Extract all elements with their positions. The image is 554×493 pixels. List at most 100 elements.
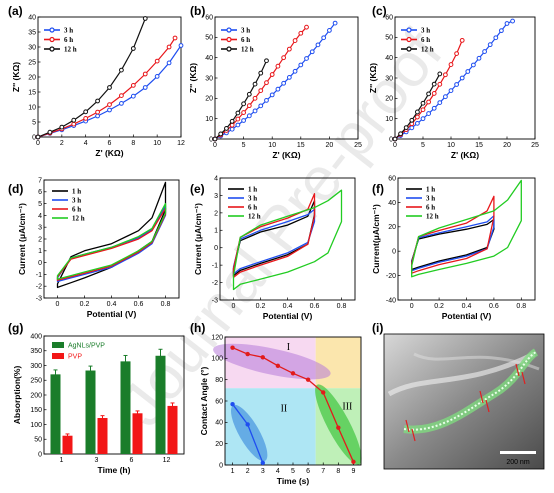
data-point <box>409 117 415 123</box>
thickness-marker <box>411 428 416 442</box>
x-tick-label: 0 <box>56 301 60 308</box>
data-point <box>107 85 112 90</box>
legend-label: 6 h <box>241 36 250 44</box>
series-line <box>37 18 146 138</box>
cv-loop <box>411 179 522 278</box>
y-tick-label: 40 <box>215 420 223 427</box>
legend-label: 1 h <box>426 185 435 193</box>
cv-loop <box>411 218 495 271</box>
bar <box>132 413 143 454</box>
data-point <box>275 363 281 368</box>
data-point <box>130 83 136 88</box>
y-tick-label: 10 <box>205 116 213 123</box>
y-tick-label: 30 <box>205 75 213 82</box>
y-tick-label: -1 <box>212 263 218 270</box>
legend-label: 6 h <box>64 36 73 44</box>
y-tick-label: 1 <box>38 248 42 255</box>
y-tick-label: 120 <box>211 334 223 341</box>
x-tick-label: 0 <box>232 303 236 310</box>
data-point <box>286 46 292 52</box>
y-axis-label: Absorption(%) <box>12 366 22 425</box>
legend-label: AgNLs/PVP <box>68 343 105 350</box>
panel-letter: (i) <box>372 321 383 335</box>
legend-marker <box>226 36 232 43</box>
data-point <box>443 94 448 100</box>
data-point <box>154 58 160 64</box>
data-point <box>459 37 465 43</box>
data-point <box>95 98 100 104</box>
scale-bar-label: 200 nm <box>506 459 530 466</box>
legend-marker <box>226 27 232 33</box>
data-point <box>443 72 448 78</box>
data-point <box>290 371 296 376</box>
data-point <box>336 425 341 430</box>
panel-letter: (d) <box>8 182 23 196</box>
data-point <box>398 131 404 137</box>
x-tick-label: 4 <box>276 468 280 475</box>
series-line <box>37 37 176 138</box>
legend-label: 3 h <box>72 196 81 204</box>
x-tick-label: 0.8 <box>337 303 347 310</box>
data-point <box>304 56 309 61</box>
x-tick-label: 3 <box>95 457 99 464</box>
data-point <box>292 38 298 43</box>
legend-marker <box>49 46 55 52</box>
y-tick-label: 30 <box>28 44 36 51</box>
cv-loop <box>232 189 343 291</box>
y-tick-label: 250 <box>30 378 42 385</box>
y-tick-label: 350 <box>30 348 42 355</box>
data-point <box>420 100 426 106</box>
data-point <box>235 122 241 128</box>
data-point <box>95 113 100 119</box>
data-point <box>275 63 281 69</box>
legend-label: PVP <box>68 354 82 361</box>
y-tick-label: -3 <box>36 295 42 302</box>
series-line <box>394 20 513 140</box>
y-tick-label: -3 <box>212 297 218 304</box>
y-tick-label: 100 <box>30 422 42 429</box>
data-point <box>459 75 465 81</box>
y-axis-label: Z'' (KΩ) <box>11 62 21 92</box>
data-point <box>332 20 338 26</box>
bar <box>167 405 178 454</box>
data-point <box>415 114 420 120</box>
data-point <box>130 46 136 51</box>
x-tick-label: 12 <box>177 140 185 147</box>
cv-loop <box>232 193 316 278</box>
y-tick-label: 3 <box>38 225 42 232</box>
y-tick-label: 0 <box>219 462 223 469</box>
legend-marker <box>49 27 55 33</box>
data-point <box>482 49 488 54</box>
data-point <box>235 110 241 116</box>
thickness-marker <box>479 390 484 404</box>
panel-g-absorption-bar-chart: 0 50 100 150 200 250 300 350 400 1 3 6 12 (g) Time (h)… <box>8 321 185 475</box>
y-tick-label: 50 <box>205 35 213 42</box>
data-point <box>510 18 515 24</box>
bar <box>50 374 61 454</box>
y-axis-label: Current (μA/cm⁻¹) <box>17 203 27 275</box>
thickness-marker <box>405 419 410 433</box>
y-tick-label: 40 <box>385 55 393 62</box>
legend-label: 1 h <box>248 185 257 193</box>
x-tick-label: 8 <box>131 140 135 147</box>
legend-swatch <box>52 353 64 359</box>
x-tick-label: 7 <box>321 468 325 475</box>
data-point <box>71 121 77 127</box>
y-axis-label: Z'' (KΩ) <box>188 63 198 93</box>
x-tick-label: 15 <box>297 142 305 149</box>
x-axis-label: Potential (V) <box>87 309 137 319</box>
y-tick-label: 20 <box>28 74 36 81</box>
data-point <box>59 124 65 130</box>
y-tick-label: 0 <box>389 136 393 143</box>
x-tick-label: 0 <box>410 303 414 310</box>
panel-letter: (e) <box>190 182 205 196</box>
data-point <box>403 125 409 131</box>
y-tick-label: -1 <box>36 272 42 279</box>
y-tick-label: 20 <box>205 96 213 103</box>
cv-loop <box>56 202 167 280</box>
y-tick-label: 30 <box>385 75 393 82</box>
legend-label: 1 h <box>72 187 81 195</box>
data-point <box>286 74 292 80</box>
data-point <box>142 85 148 90</box>
data-point <box>246 91 252 97</box>
